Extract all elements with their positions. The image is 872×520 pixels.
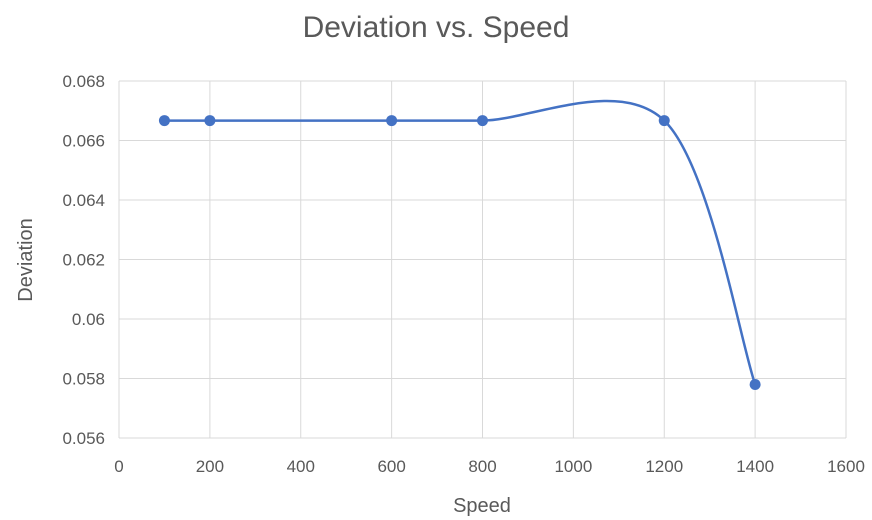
tick-labels: 0.056 0.058 0.06 0.062 0.064 0.066 0.068 0 200 40… xyxy=(62,72,864,476)
y-tick-label: 0.056 xyxy=(62,429,105,448)
series-line-path xyxy=(163,99,757,386)
series-line xyxy=(163,99,757,386)
data-point xyxy=(204,115,216,127)
y-tick-label: 0.066 xyxy=(62,132,105,151)
x-tick-label: 200 xyxy=(196,457,224,476)
x-tick-label: 400 xyxy=(287,457,315,476)
chart-title: Deviation vs. Speed xyxy=(303,11,570,44)
data-points xyxy=(158,115,761,390)
y-tick-label: 0.058 xyxy=(62,370,105,389)
data-point xyxy=(386,115,398,127)
x-tick-label: 0 xyxy=(114,457,123,476)
x-tick-label: 1200 xyxy=(645,457,683,476)
x-axis-title: Speed xyxy=(453,495,511,517)
x-tick-label: 1400 xyxy=(736,457,774,476)
y-axis-title: Deviation xyxy=(15,218,37,301)
y-tick-label: 0.068 xyxy=(62,72,105,91)
x-tick-label: 1600 xyxy=(827,457,865,476)
x-tick-label: 600 xyxy=(377,457,405,476)
data-point xyxy=(477,115,488,127)
y-tick-label: 0.06 xyxy=(72,310,105,329)
grid-lines xyxy=(118,80,847,439)
y-tick-label: 0.064 xyxy=(62,191,105,210)
x-tick-label: 1000 xyxy=(554,457,592,476)
data-point xyxy=(158,115,170,127)
data-point xyxy=(749,378,761,390)
y-tick-label: 0.062 xyxy=(62,251,105,270)
x-tick-label: 800 xyxy=(468,457,496,476)
data-point xyxy=(658,115,670,127)
